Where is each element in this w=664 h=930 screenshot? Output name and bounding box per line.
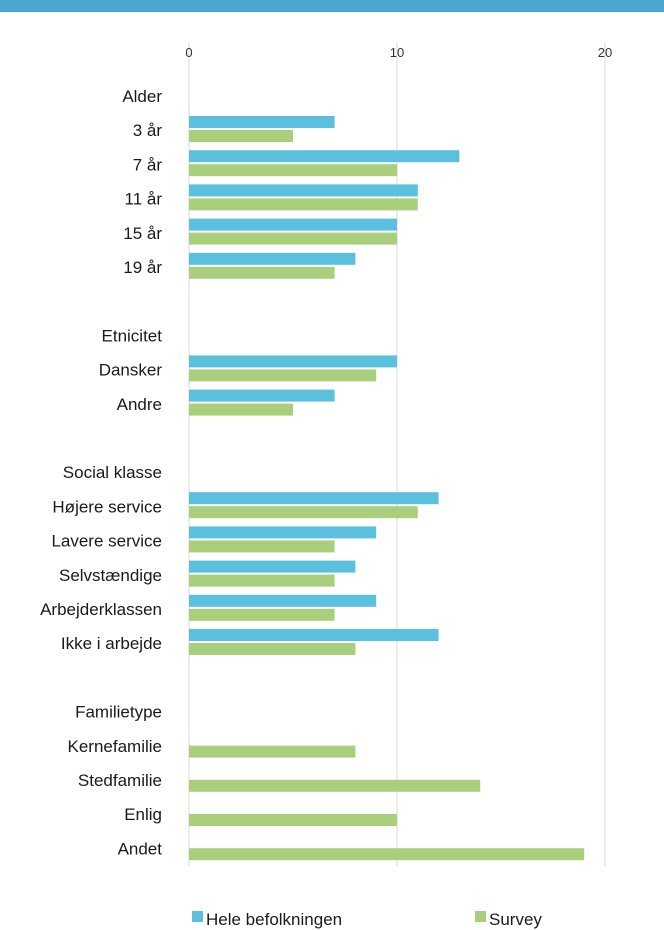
- bar-hele-befolkningen: [189, 252, 356, 265]
- category-label: Højere service: [52, 497, 162, 516]
- bar-survey: [189, 574, 335, 587]
- bar-survey: [189, 198, 418, 211]
- bar-survey: [189, 232, 397, 245]
- bar-survey: [189, 540, 335, 553]
- bar-survey: [189, 369, 377, 382]
- bar-hele-befolkningen: [189, 389, 335, 402]
- gridlines: [188, 42, 606, 866]
- bar-survey: [189, 848, 585, 861]
- x-tick-label: 20: [598, 45, 612, 60]
- legend-swatch: [192, 911, 203, 922]
- category-label: Arbejderklassen: [40, 600, 162, 619]
- bar-hele-befolkningen: [189, 492, 439, 505]
- bar-survey: [189, 403, 293, 416]
- category-label: Ikke i arbejde: [61, 634, 162, 653]
- group-heading: Familietype: [75, 703, 162, 722]
- bar-survey: [189, 266, 335, 279]
- legend-swatch: [475, 911, 486, 922]
- category-label: Dansker: [99, 361, 163, 380]
- bar-hele-befolkningen: [189, 150, 460, 163]
- bar-survey: [189, 745, 356, 758]
- bar-hele-befolkningen: [189, 116, 335, 128]
- category-label: 19 år: [123, 258, 162, 277]
- category-label: Andre: [117, 395, 162, 414]
- x-axis-ticks: 0 10 20: [185, 45, 612, 60]
- bar-hele-befolkningen: [189, 184, 418, 197]
- category-label: Lavere service: [51, 532, 162, 551]
- category-label: Kernefamilie: [68, 737, 163, 756]
- bar-hele-befolkningen: [189, 560, 356, 573]
- category-label: 11 år: [125, 190, 163, 209]
- bar-hele-befolkningen: [189, 594, 377, 607]
- group-heading: Alder: [122, 87, 162, 106]
- category-label: Enlig: [124, 805, 162, 824]
- bars: [189, 116, 585, 861]
- category-label: Stedfamilie: [78, 771, 162, 790]
- category-label: 15 år: [123, 224, 162, 243]
- category-label: 3 år: [133, 121, 163, 140]
- bar-survey: [189, 779, 481, 792]
- legend: Hele befolkningen Survey: [192, 910, 542, 929]
- x-tick-label: 0: [185, 45, 192, 60]
- group-heading: Etnicitet: [102, 326, 163, 345]
- bar-hele-befolkningen: [189, 526, 377, 539]
- category-label: Selvstændige: [59, 566, 162, 585]
- bar-survey: [189, 608, 335, 621]
- bar-hele-befolkningen: [189, 629, 439, 641]
- category-label: Andet: [118, 839, 163, 858]
- x-tick-label: 10: [390, 45, 404, 60]
- category-label: 7 år: [133, 155, 163, 174]
- group-heading: Social klasse: [63, 463, 162, 482]
- top-accent-bar: [0, 0, 664, 12]
- bar-survey: [189, 506, 418, 519]
- bar-survey: [189, 130, 293, 142]
- bar-survey: [189, 643, 356, 655]
- bar-survey: [189, 814, 397, 826]
- bar-survey: [189, 164, 397, 177]
- bar-hele-befolkningen: [189, 218, 397, 231]
- legend-label: Survey: [489, 910, 542, 929]
- legend-label: Hele befolkningen: [206, 910, 342, 929]
- category-labels: Alder 3 år 7 år 11 år 15 år 19 år Etnicitet Dan…: [40, 87, 162, 858]
- bar-hele-befolkningen: [189, 355, 397, 368]
